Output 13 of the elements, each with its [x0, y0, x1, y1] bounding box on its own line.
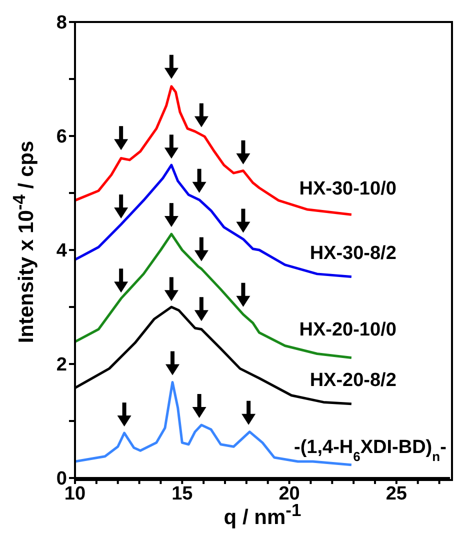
- x-tick-label: 10: [64, 483, 86, 504]
- y-tick-label: 8: [56, 12, 67, 34]
- y-tick-label: 6: [56, 126, 67, 148]
- series-label: HX-30-8/2: [310, 242, 396, 264]
- series-label: HX-30-10/0: [299, 178, 396, 200]
- x-tick-label: 25: [386, 483, 408, 504]
- y-tick-label: 2: [56, 354, 67, 376]
- series-label: HX-20-10/0: [299, 320, 396, 341]
- x-tick-label: 15: [172, 483, 194, 504]
- y-tick-label: 4: [56, 240, 68, 262]
- series-label: -(1,4-H$_{6}$XDI-BD)$_{n}$-: [294, 436, 446, 464]
- series-label: HX-20-8/2: [310, 370, 396, 391]
- y-tick-label: 0: [56, 468, 67, 490]
